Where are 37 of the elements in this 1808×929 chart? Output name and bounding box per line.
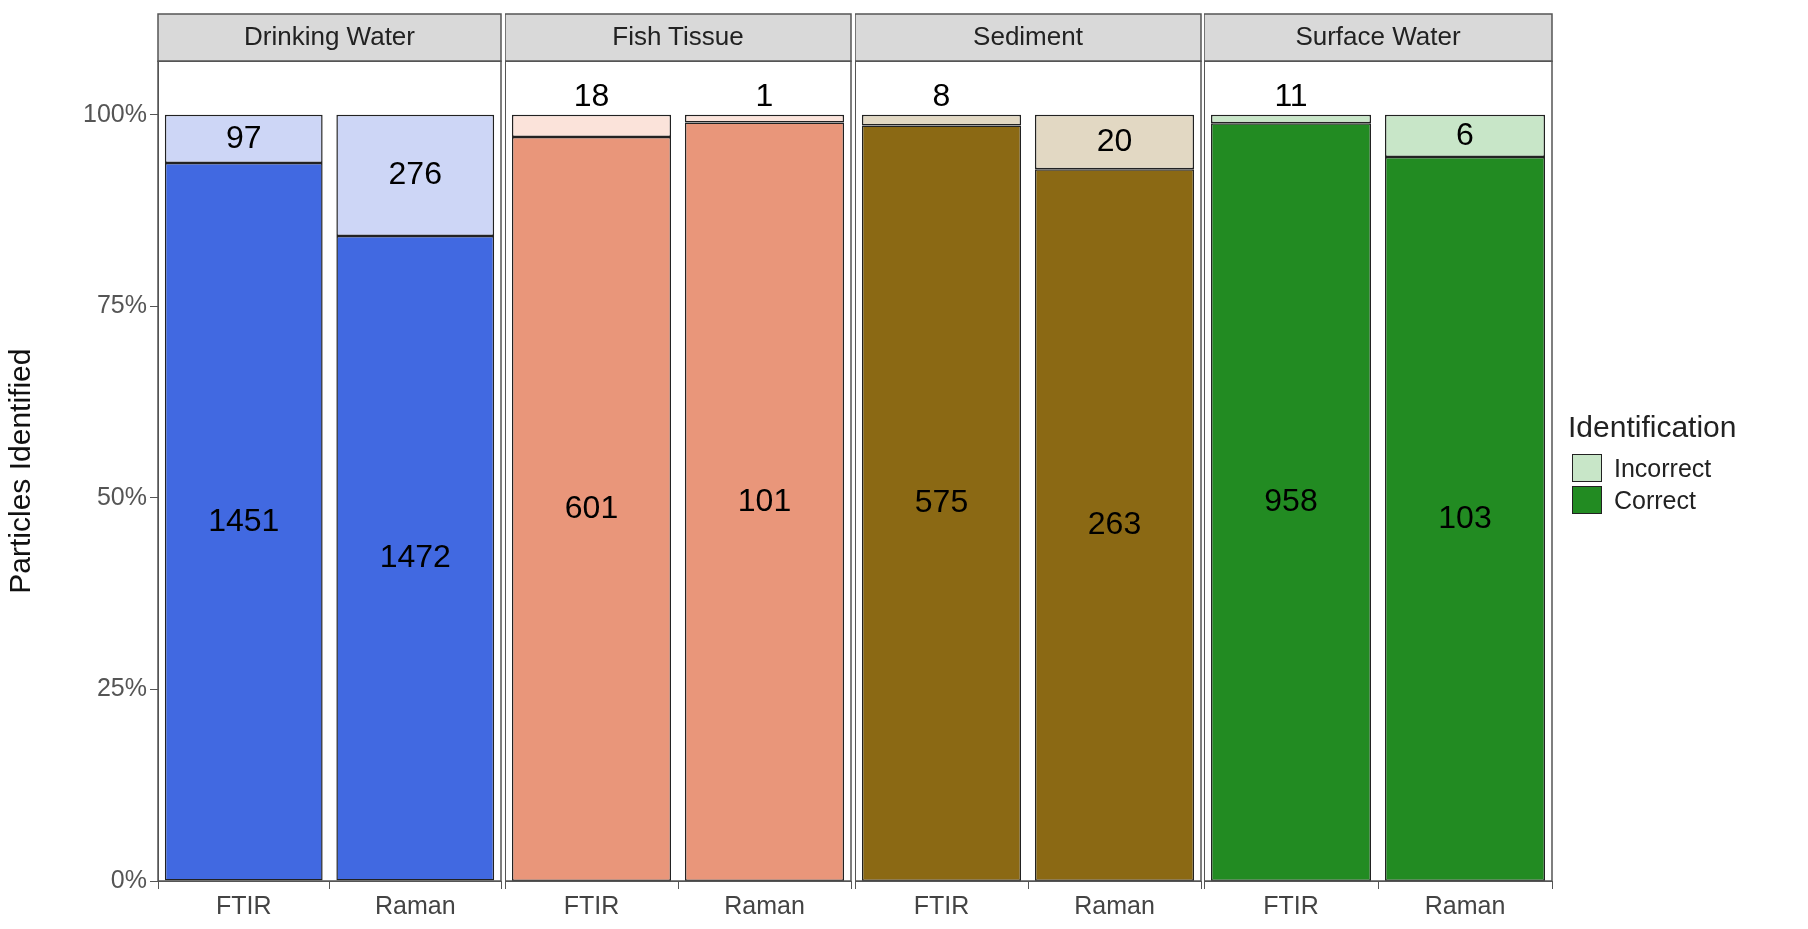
text: Correct [1614, 485, 1696, 515]
annotation: 1451 [208, 501, 280, 538]
x-tick-label: Raman [374, 890, 456, 919]
chart-title: Surface Water [1295, 20, 1461, 51]
x-tick-label: FTIR [913, 890, 970, 919]
x-tick-label: FTIR [215, 890, 272, 919]
y-tick-label: 50% [96, 481, 147, 510]
annotation: 1 [755, 76, 774, 113]
annotation: 18 [573, 76, 610, 113]
annotation: 958 [1264, 481, 1318, 518]
annotation: 276 [388, 155, 442, 192]
x-tick-label: FTIR [563, 890, 620, 919]
annotation: 20 [1096, 121, 1133, 158]
annotation: 1472 [379, 538, 451, 575]
chart-title: Fish Tissue [612, 20, 744, 51]
y-tick-label: 100% [83, 98, 147, 127]
y-axis-title: Particles Identified [3, 348, 37, 594]
y-tick-label: 75% [96, 290, 147, 319]
annotation: 263 [1087, 504, 1142, 541]
chart-title: Drinking Water [244, 20, 416, 51]
x-tick-label: Raman [724, 890, 805, 919]
annotation: 103 [1438, 498, 1492, 535]
annotation: 11 [1274, 76, 1308, 113]
x-tick-label: FTIR [1263, 890, 1319, 919]
y-tick-label: 0% [110, 864, 147, 893]
annotation: 8 [932, 76, 951, 113]
annotation: 6 [1456, 115, 1474, 152]
y-tick-label: 25% [96, 673, 147, 702]
x-tick-label: Raman [1074, 890, 1155, 919]
legend-title: Identification [1568, 410, 1737, 444]
annotation: 101 [737, 481, 792, 518]
annotation: 601 [564, 488, 619, 525]
x-tick-label: Raman [1424, 890, 1506, 919]
chart-title: Sediment [973, 20, 1084, 51]
annotation: 97 [225, 118, 262, 155]
annotation: 575 [914, 483, 969, 520]
legend-label: Incorrect [1614, 453, 1712, 483]
